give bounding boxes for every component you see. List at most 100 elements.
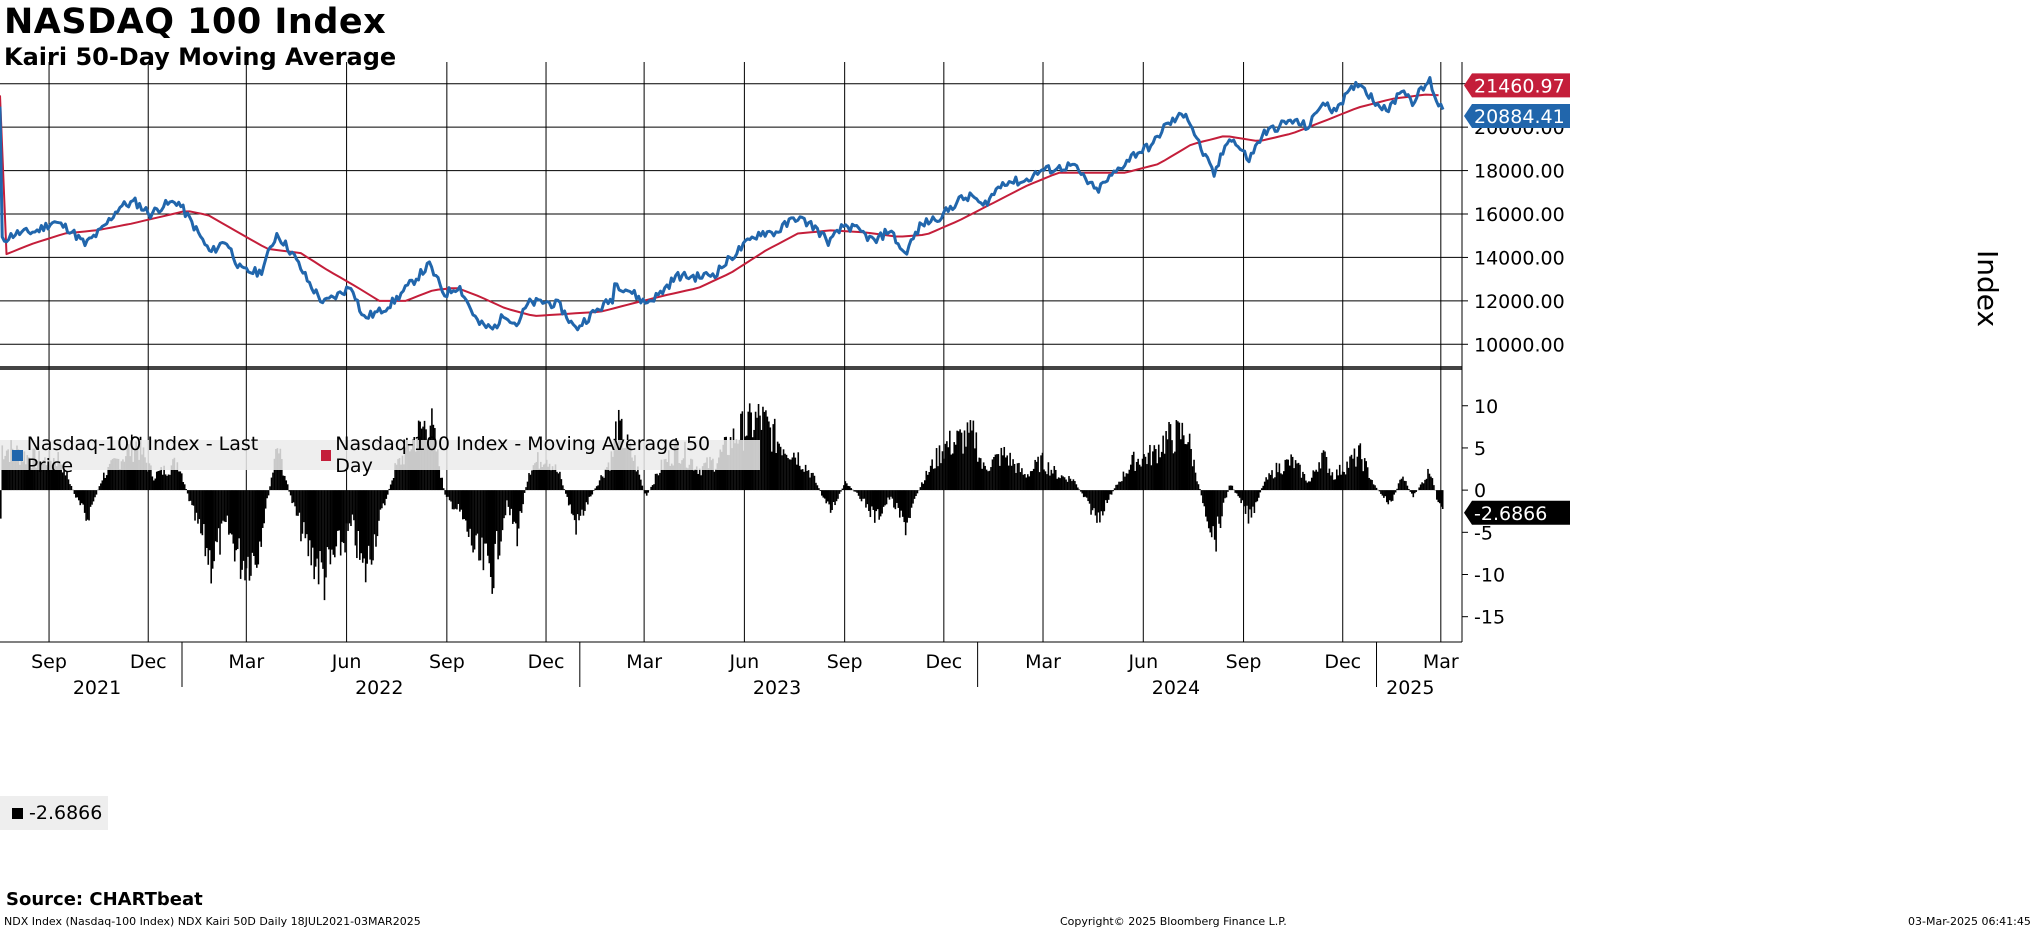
- kairi-bar: [529, 474, 532, 491]
- kairi-bar: [878, 490, 880, 520]
- kairi-bar: [798, 465, 801, 491]
- kairi-bar: [815, 482, 817, 491]
- kairi-bar: [1200, 490, 1203, 496]
- kairi-bar: [1074, 481, 1076, 491]
- kairi-bar: [39, 467, 42, 491]
- kairi-bar: [1062, 476, 1064, 491]
- kairi-bar: [1419, 484, 1422, 491]
- kairi-bar: [1006, 455, 1008, 491]
- axes-layer: 10000.00 12000.00 14000.00 16000.00 18000.00…: [31, 73, 1570, 699]
- kairi-bar: [632, 460, 635, 491]
- kairi-bar: [472, 490, 474, 553]
- kairi-bar: [223, 490, 226, 522]
- kairi-bar: [1408, 488, 1410, 491]
- kairi-bar: [1110, 490, 1113, 495]
- kairi-bar: [264, 490, 267, 509]
- kairi-bar: [344, 490, 346, 553]
- kairi-bar: [1422, 483, 1425, 491]
- kairi-bar: [456, 490, 458, 510]
- kairi-bar: [650, 486, 652, 491]
- kairi-bar: [144, 457, 146, 491]
- kairi-bar: [1144, 456, 1147, 491]
- kairi-bar: [1194, 472, 1197, 491]
- kairi-bar: [691, 459, 694, 491]
- kairi-bar: [207, 490, 210, 565]
- kairi-bar: [266, 490, 268, 499]
- kairi-bar: [1393, 490, 1395, 495]
- kairi-bar: [865, 490, 867, 508]
- kairi-bar: [101, 480, 104, 491]
- kairi-bar: [507, 490, 510, 507]
- kairi-bar: [35, 467, 37, 491]
- kairi-bar: [996, 454, 998, 491]
- kairi-bar: [525, 487, 527, 491]
- kairi-bar: [712, 458, 714, 491]
- kairi-bar: [63, 461, 65, 491]
- kairi-bar: [2, 459, 5, 491]
- footer-center: Copyright© 2025 Bloomberg Finance L.P.: [1060, 915, 1287, 928]
- kairi-bar: [64, 475, 67, 491]
- kairi-bar: [241, 490, 243, 570]
- kairi-bar: [307, 490, 310, 557]
- kairi-bar: [378, 490, 380, 521]
- kairi-bar: [890, 490, 892, 497]
- kairi-bar: [1050, 469, 1053, 491]
- kairi-bar: [1378, 490, 1381, 492]
- kairi-bar: [151, 476, 154, 491]
- kairi-bar: [200, 490, 202, 534]
- ytick-label-bottom: 10: [1474, 396, 1498, 418]
- kairi-bar: [154, 478, 157, 491]
- kairi-bar: [1206, 490, 1209, 522]
- kairi-bar: [1207, 490, 1210, 529]
- kairi-bar: [828, 490, 830, 505]
- kairi-bar: [54, 462, 57, 491]
- kairi-bar: [932, 468, 935, 491]
- kairi-bar: [244, 490, 246, 581]
- kairi-bar: [1347, 467, 1350, 491]
- kairi-bar: [837, 490, 839, 499]
- kairi-bar: [388, 488, 391, 491]
- kairi-bar: [694, 468, 697, 491]
- kairi-bar: [157, 470, 160, 491]
- kairi-bar: [481, 490, 483, 538]
- kairi-bar: [460, 490, 463, 510]
- kairi-bar: [634, 455, 636, 491]
- kairi-bar: [566, 490, 569, 497]
- kairi-bar: [1212, 490, 1214, 527]
- kairi-bar: [186, 490, 189, 494]
- kairi-bar: [882, 490, 885, 507]
- xtick-label-month: Mar: [1025, 651, 1061, 673]
- kairi-bar: [994, 454, 997, 491]
- kairi-bar: [73, 490, 76, 494]
- kairi-bar: [295, 490, 298, 516]
- kairi-bar: [1052, 473, 1054, 491]
- xtick-label-month: Jun: [729, 651, 760, 673]
- kairi-bar: [230, 490, 233, 535]
- kairi-bar: [884, 490, 886, 506]
- kairi-bar: [148, 463, 151, 491]
- kairi-bar: [576, 490, 579, 515]
- kairi-bar: [791, 457, 794, 491]
- kairi-bar: [822, 490, 825, 498]
- kairi-bar: [1141, 458, 1144, 491]
- kairi-bar: [997, 454, 1000, 491]
- kairi-bar: [944, 443, 947, 491]
- kairi-bar: [1268, 473, 1270, 491]
- kairi-bar: [1299, 464, 1301, 491]
- kairi-bar: [67, 479, 70, 491]
- kairi-bar: [782, 449, 785, 491]
- kairi-bar: [542, 464, 545, 491]
- kairi-bar: [1149, 444, 1151, 491]
- kairi-bar: [92, 490, 95, 502]
- kairi-bar: [1018, 462, 1020, 491]
- kairi-bar: [578, 490, 580, 521]
- kairi-bar: [232, 490, 235, 544]
- kairi-bar: [1160, 451, 1163, 491]
- kairi-bar: [453, 490, 455, 510]
- kairi-bar: [475, 490, 477, 536]
- chart-title: NASDAQ 100 Index: [4, 2, 387, 42]
- kairi-bar: [1278, 463, 1281, 491]
- kairi-bar: [341, 490, 343, 542]
- kairi-bar: [1271, 470, 1273, 491]
- kairi-bar: [1174, 451, 1176, 491]
